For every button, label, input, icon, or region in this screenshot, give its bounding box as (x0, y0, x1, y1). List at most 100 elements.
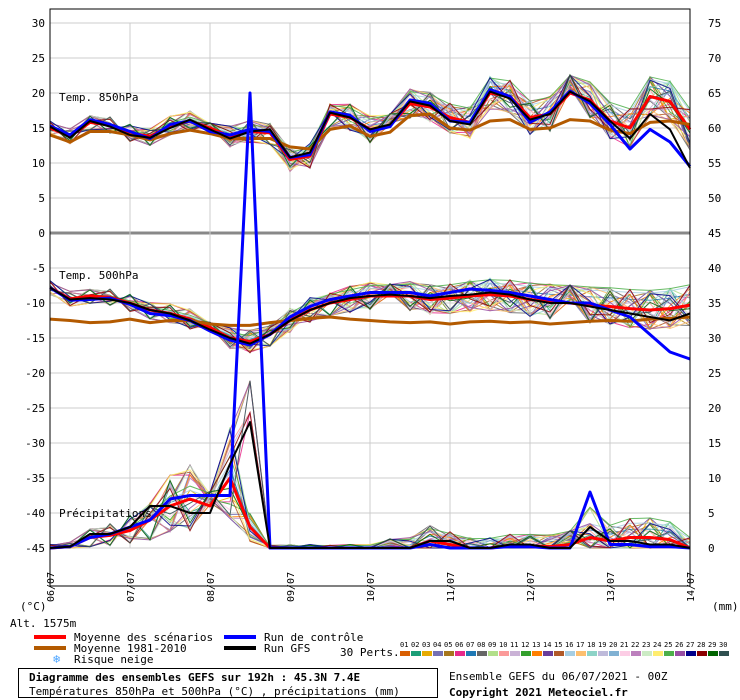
right-tick-label: 30 (708, 332, 721, 345)
left-tick-label: -30 (25, 437, 45, 450)
x-tick-label: 13/07 (606, 572, 617, 602)
pert-swatch (521, 651, 531, 656)
pert-number: 26 (675, 641, 683, 649)
pert-swatch (719, 651, 729, 656)
left-tick-label: 5 (38, 192, 45, 205)
pert-swatch (400, 651, 410, 656)
left-tick-label: 0 (38, 227, 45, 240)
pert-number: 21 (620, 641, 628, 649)
right-tick-label: 65 (708, 87, 721, 100)
pert-number: 25 (664, 641, 672, 649)
pert-swatch (675, 651, 685, 656)
pert-number: 13 (532, 641, 540, 649)
pert-swatch (631, 651, 641, 656)
perturbations-label: 30 Perts. (340, 646, 400, 659)
x-tick-label: 09/07 (286, 572, 297, 602)
right-tick-label: 25 (708, 367, 721, 380)
x-tick-label: 11/07 (446, 572, 457, 602)
chart-subtitle: Températures 850hPa et 500hPa (°C) , pré… (29, 685, 400, 698)
pert-number: 19 (598, 641, 606, 649)
x-tick-label: 08/07 (206, 572, 217, 602)
pert-number: 16 (565, 641, 573, 649)
pert-number: 15 (554, 641, 562, 649)
pert-swatch (554, 651, 564, 656)
pert-swatch (510, 651, 520, 656)
right-tick-label: 50 (708, 192, 721, 205)
right-tick-label: 45 (708, 227, 721, 240)
x-tick-label: 10/07 (366, 572, 377, 602)
right-tick-label: 15 (708, 437, 721, 450)
x-tick-label: 12/07 (526, 572, 537, 602)
right-tick-label: 60 (708, 122, 721, 135)
pert-swatch (576, 651, 586, 656)
pert-swatch (543, 651, 553, 656)
legend-label-snow: Risque neige (74, 653, 153, 666)
axes: 302520151050-5-10-15-20-25-30-35-40-4575… (25, 8, 721, 602)
x-tick-label: 07/07 (126, 572, 137, 602)
left-tick-label: -40 (25, 507, 45, 520)
pert-number: 27 (686, 641, 694, 649)
left-tick-label: -25 (25, 402, 45, 415)
left-tick-label: -35 (25, 472, 45, 485)
chart-title: Diagramme des ensembles GEFS sur 192h : … (29, 671, 361, 684)
pert-swatch (708, 651, 718, 656)
right-tick-label: 40 (708, 262, 721, 275)
pert-number: 01 (400, 641, 408, 649)
left-tick-label: -45 (25, 542, 45, 555)
left-tick-label: 25 (32, 52, 45, 65)
pert-swatch (455, 651, 465, 656)
pert-number: 02 (411, 641, 419, 649)
pert-number: 06 (455, 641, 463, 649)
pert-number: 07 (466, 641, 474, 649)
right-tick-label: 0 (708, 542, 715, 555)
perturbation-line-t500-27 (49, 278, 691, 347)
pert-swatch (488, 651, 498, 656)
perturbation-line-t500-24 (49, 281, 691, 351)
pert-number: 11 (510, 641, 518, 649)
pert-swatch (532, 651, 542, 656)
perturbation-line-precip-24 (50, 469, 690, 549)
altitude-label: Alt. 1575m (10, 617, 77, 630)
x-tick-label: 06/07 (46, 572, 57, 602)
right-tick-label: 75 (708, 17, 721, 30)
left-tick-label: -10 (25, 297, 45, 310)
run-info: Ensemble GEFS du 06/07/2021 - 00Z (449, 670, 668, 683)
pert-swatch (422, 651, 432, 656)
pert-number: 20 (609, 641, 617, 649)
right-tick-label: 35 (708, 297, 721, 310)
left-tick-label: -5 (32, 262, 45, 275)
perturbation-line-t850-26 (49, 74, 691, 168)
pert-swatch (411, 651, 421, 656)
legend-label-climate: Moyenne 1981-2010 (74, 642, 187, 655)
pert-swatch (444, 651, 454, 656)
right-tick-label: 70 (708, 52, 721, 65)
pert-swatch (499, 651, 509, 656)
series-line-precip-10 (49, 421, 691, 549)
pert-number: 30 (719, 641, 727, 649)
pert-swatch (620, 651, 630, 656)
pert-swatch (664, 651, 674, 656)
perturbation-line-t850-24 (49, 75, 691, 171)
plot-frame (49, 8, 691, 587)
chart-info-box: Diagramme des ensembles GEFS sur 192h : … (18, 668, 438, 698)
left-tick-label: 10 (32, 157, 45, 170)
perturbations-swatches: 01 02 03 04 05 06 07 08 09 10 11 12 13 14 15 16 17 18 19 20… (400, 641, 729, 656)
pert-number: 22 (631, 641, 639, 649)
pert-swatch (587, 651, 597, 656)
right-tick-label: 20 (708, 402, 721, 415)
left-tick-label: 20 (32, 87, 45, 100)
perturbation-line-t500-30 (49, 282, 691, 348)
legend-label-control: Run de contrôle (264, 631, 363, 644)
legend-label-mean: Moyenne des scénarios (74, 631, 213, 644)
pert-number: 24 (653, 641, 661, 649)
left-axis-unit: (°C) (20, 600, 47, 613)
pert-number: 17 (576, 641, 584, 649)
pert-number: 10 (499, 641, 507, 649)
panel-label-t850: Temp. 850hPa (59, 91, 138, 104)
pert-number: 12 (521, 641, 529, 649)
pert-number: 18 (587, 641, 595, 649)
pert-swatch (565, 651, 575, 656)
x-tick-label: 14/07 (686, 572, 697, 602)
right-tick-label: 5 (708, 507, 715, 520)
